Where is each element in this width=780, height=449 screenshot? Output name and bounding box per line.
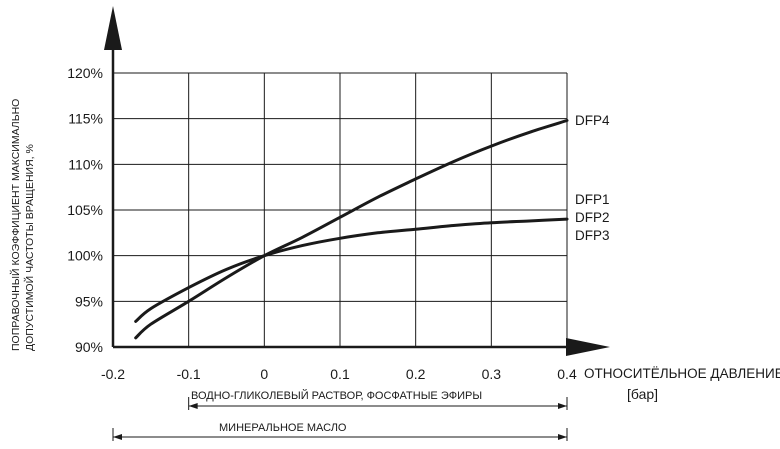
series-label-dfp4: DFP4: [575, 113, 610, 128]
range-1-arrow-right: [558, 434, 567, 440]
x-tick-label: 0.2: [406, 366, 426, 382]
range-0-arrow-right: [558, 403, 567, 409]
x-tick-label: 0.1: [330, 366, 350, 382]
x-tick-label: 0: [260, 366, 268, 382]
y-axis-label-line-1: ПОПРАВОЧНЫЙ КОЭФФИЦИЕНТ МАКСИМАЛЬНО: [9, 99, 22, 351]
grid: [112, 72, 568, 348]
x-tick-label: 0.3: [482, 366, 502, 382]
y-tick-label: 110%: [68, 156, 103, 172]
axes: [104, 6, 610, 356]
y-tick-label: 90%: [75, 339, 103, 355]
range-0-arrow-left: [188, 403, 198, 409]
x-tick-label: -0.2: [101, 366, 125, 382]
x-tick-label: 0.4: [557, 366, 577, 382]
x-tick-label: -0.1: [177, 366, 201, 382]
series-label-dfp1: DFP1: [575, 192, 610, 207]
series-label-dfp2: DFP2: [575, 210, 610, 225]
x-axis-label-line-1: ОТНОСИТЁЛЬНОЕ ДАВЛЕНИЕ: [584, 366, 780, 381]
y-tick-label: 115%: [68, 111, 103, 127]
y-tick-label: 95%: [75, 293, 103, 309]
series-label-dfp3: DFP3: [575, 228, 610, 243]
y-tick-label: 120%: [67, 65, 103, 81]
y-axis-label-line-2: ДОПУСТИМОЙ ЧАСТОТЫ ВРАЩЕНИЯ, %: [23, 144, 36, 351]
series-line-dfp1: [134, 217, 569, 323]
y-tick-label: 105%: [67, 202, 103, 218]
annotations: DFP4 DFP1 DFP2 DFP3: [112, 113, 610, 441]
tick-labels: 90% 95% 100% 105% 110% 115% 120% -0.2 -0.1 0 0.1 0.…: [67, 65, 577, 382]
series-lines: [134, 119, 569, 340]
range-label-water-glycol: ВОДНО-ГЛИКОЛЕВЫЙ РАСТВОР, ФОСФАТНЫЕ ЭФИР…: [191, 389, 482, 402]
x-axis-arrow: [566, 338, 610, 356]
range-1-arrow-left: [113, 434, 122, 440]
x-axis-label-line-2: [бар]: [627, 386, 658, 402]
y-tick-label: 100%: [67, 248, 103, 264]
range-label-mineral-oil: МИНЕРАЛЬНОЕ МАСЛО: [219, 422, 347, 434]
series-line-dfp4: [134, 119, 569, 340]
y-axis-arrow: [104, 6, 122, 50]
